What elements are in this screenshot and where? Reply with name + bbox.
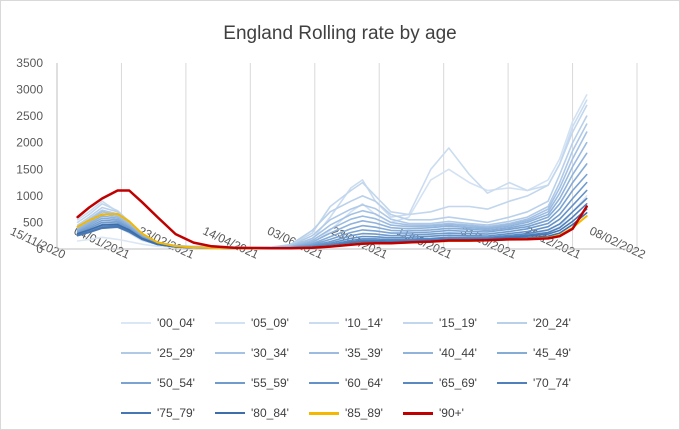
legend-swatch bbox=[121, 352, 151, 354]
legend-label: '00_04' bbox=[157, 316, 195, 330]
series-line bbox=[76, 94, 588, 249]
legend-swatch bbox=[215, 412, 245, 414]
legend-label: '30_34' bbox=[251, 346, 289, 360]
legend-swatch bbox=[215, 322, 245, 324]
legend-item: '15_19' bbox=[403, 313, 497, 333]
legend-label: '75_79' bbox=[157, 406, 195, 420]
legend-item: '65_69' bbox=[403, 373, 497, 393]
legend-swatch bbox=[121, 322, 151, 324]
legend-item: '80_84' bbox=[215, 403, 309, 423]
y-tick-label: 1000 bbox=[16, 189, 43, 203]
legend-item: '40_44' bbox=[403, 343, 497, 363]
legend-item: '60_64' bbox=[309, 373, 403, 393]
legend-swatch bbox=[121, 382, 151, 384]
legend: '00_04' '05_09' '10_14' '15_19' '20_24' '25_2… bbox=[121, 313, 591, 423]
series-lines bbox=[76, 94, 588, 250]
legend-item: '85_89' bbox=[309, 403, 403, 423]
legend-item: '30_34' bbox=[215, 343, 309, 363]
legend-label: '35_39' bbox=[345, 346, 383, 360]
legend-label: '45_49' bbox=[533, 346, 571, 360]
legend-item: '35_39' bbox=[309, 343, 403, 363]
y-tick-label: 2500 bbox=[16, 109, 43, 123]
legend-item: '05_09' bbox=[215, 313, 309, 333]
legend-swatch bbox=[497, 322, 527, 324]
y-tick-label: 2000 bbox=[16, 136, 43, 150]
legend-swatch bbox=[215, 382, 245, 384]
legend-swatch bbox=[309, 411, 339, 415]
legend-label: '90+' bbox=[439, 406, 464, 420]
legend-label: '05_09' bbox=[251, 316, 289, 330]
legend-label: '65_69' bbox=[439, 376, 477, 390]
legend-swatch bbox=[403, 322, 433, 324]
legend-item: '70_74' bbox=[497, 373, 591, 393]
legend-label: '15_19' bbox=[439, 316, 477, 330]
legend-label: '55_59' bbox=[251, 376, 289, 390]
legend-label: '60_64' bbox=[345, 376, 383, 390]
y-tick-label: 0 bbox=[36, 242, 43, 256]
x-tick-label: 14/04/2021 bbox=[201, 224, 262, 262]
chart-title: England Rolling rate by age bbox=[223, 23, 456, 44]
legend-item: '20_24' bbox=[497, 313, 591, 333]
legend-swatch bbox=[309, 382, 339, 384]
legend-swatch bbox=[497, 352, 527, 354]
legend-label: '40_44' bbox=[439, 346, 477, 360]
y-tick-label: 500 bbox=[23, 215, 43, 229]
legend-swatch bbox=[497, 382, 527, 384]
legend-item: '25_29' bbox=[121, 343, 215, 363]
legend-label: '25_29' bbox=[157, 346, 195, 360]
legend-label: '80_84' bbox=[251, 406, 289, 420]
legend-swatch bbox=[309, 352, 339, 354]
legend-item: '00_04' bbox=[121, 313, 215, 333]
y-tick-label: 1500 bbox=[16, 162, 43, 176]
legend-swatch bbox=[309, 322, 339, 324]
legend-item: '55_59' bbox=[215, 373, 309, 393]
x-tick-label: 08/02/2022 bbox=[587, 224, 648, 262]
y-tick-label: 3500 bbox=[16, 56, 43, 70]
legend-label: '20_24' bbox=[533, 316, 571, 330]
legend-swatch bbox=[403, 411, 433, 415]
legend-label: '50_54' bbox=[157, 376, 195, 390]
y-tick-label: 3000 bbox=[16, 83, 43, 97]
legend-item: '45_49' bbox=[497, 343, 591, 363]
series-line bbox=[76, 189, 588, 250]
legend-swatch bbox=[121, 412, 151, 414]
legend-label: '70_74' bbox=[533, 376, 571, 390]
legend-swatch bbox=[215, 352, 245, 354]
x-tick-label: 23/02/2021 bbox=[136, 224, 197, 262]
legend-label: '10_14' bbox=[345, 316, 383, 330]
legend-item: '10_14' bbox=[309, 313, 403, 333]
legend-item: '50_54' bbox=[121, 373, 215, 393]
legend-swatch bbox=[403, 352, 433, 354]
legend-item: '90+' bbox=[403, 403, 497, 423]
legend-item: '75_79' bbox=[121, 403, 215, 423]
legend-label: '85_89' bbox=[345, 406, 383, 420]
legend-swatch bbox=[403, 382, 433, 384]
